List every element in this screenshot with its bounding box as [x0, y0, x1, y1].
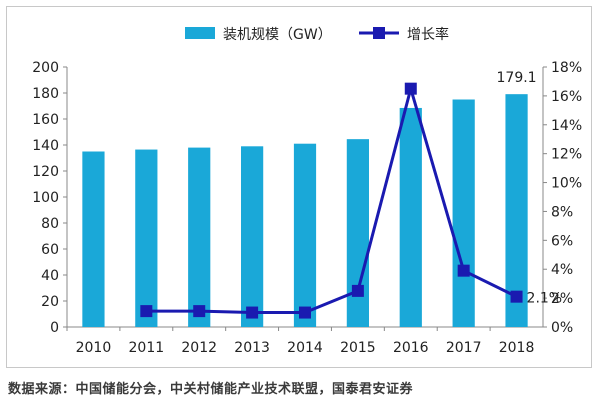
left-tick-label: 0: [50, 320, 59, 336]
line-point-marker: [140, 305, 153, 318]
left-tick-label: 100: [32, 190, 59, 206]
x-tick-label: 2016: [393, 340, 429, 356]
left-tick-label: 120: [32, 164, 59, 180]
chart: 0 20 40 60 80 100 120 140 160 180 200 0% 2% 4% 6% 8% 10%…: [32, 26, 582, 356]
legend-line-marker: [373, 27, 385, 39]
line-point-marker: [246, 306, 259, 319]
line-point-marker: [299, 306, 311, 319]
x-tick-label: 2013: [234, 340, 270, 356]
bar: [82, 151, 105, 327]
bar: [346, 139, 369, 327]
x-tick-label: 2011: [129, 340, 165, 356]
right-tick-label: 2%: [551, 291, 573, 307]
line-point-marker: [351, 284, 364, 297]
left-tick-label: 80: [41, 216, 59, 232]
chart-frame: 0 20 40 60 80 100 120 140 160 180 200 0% 2% 4% 6% 8% 10%…: [6, 6, 592, 368]
right-tick-label: 14%: [551, 118, 582, 134]
growth-line: [146, 83, 518, 315]
source-note: 数据来源：中国储能分会，中关村储能产业技术联盟，国泰君安证券: [8, 382, 414, 397]
legend-line-label: 增长率: [407, 26, 449, 43]
bar: [135, 149, 158, 327]
left-tick-label: 20: [41, 294, 59, 310]
x-tick-label: 2014: [287, 340, 323, 356]
left-tick-label: 180: [32, 86, 59, 102]
bar: [452, 99, 475, 327]
bar: [293, 143, 317, 327]
right-tick-label: 4%: [551, 262, 573, 278]
right-tick-label: 16%: [551, 89, 582, 105]
line-point-marker: [510, 290, 523, 303]
bar: [505, 94, 528, 327]
left-tick-label: 60: [41, 242, 59, 258]
legend-bar-label: 装机规模（GW）: [223, 27, 332, 43]
right-tick-label: 8%: [551, 204, 573, 220]
left-tick-label: 140: [32, 138, 59, 154]
bar: [241, 146, 264, 327]
x-tick-label: 2010: [76, 340, 112, 356]
left-tick-label: 40: [41, 268, 59, 284]
left-tick-label: 200: [32, 60, 59, 76]
right-tick-label: 18%: [551, 60, 582, 76]
bar: [399, 107, 422, 327]
legend-bar-swatch: [185, 27, 215, 39]
x-tick-label: 2012: [181, 340, 217, 356]
right-tick-label: 6%: [551, 233, 573, 249]
x-tick-label: 2018: [499, 340, 535, 356]
bar-data-label: 179.1: [497, 70, 537, 86]
bar: [188, 147, 211, 327]
line-point-marker: [193, 305, 206, 318]
left-tick-label: 160: [32, 112, 59, 128]
right-tick-label: 12%: [551, 147, 582, 163]
line-point-marker: [457, 264, 470, 277]
right-tick-label: 0%: [551, 320, 573, 336]
x-tick-label: 2015: [340, 340, 376, 356]
line-data-label: 2.1%: [527, 291, 563, 307]
x-tick-label: 2017: [446, 340, 482, 356]
line-point-marker: [404, 82, 417, 95]
right-tick-label: 10%: [551, 176, 582, 192]
